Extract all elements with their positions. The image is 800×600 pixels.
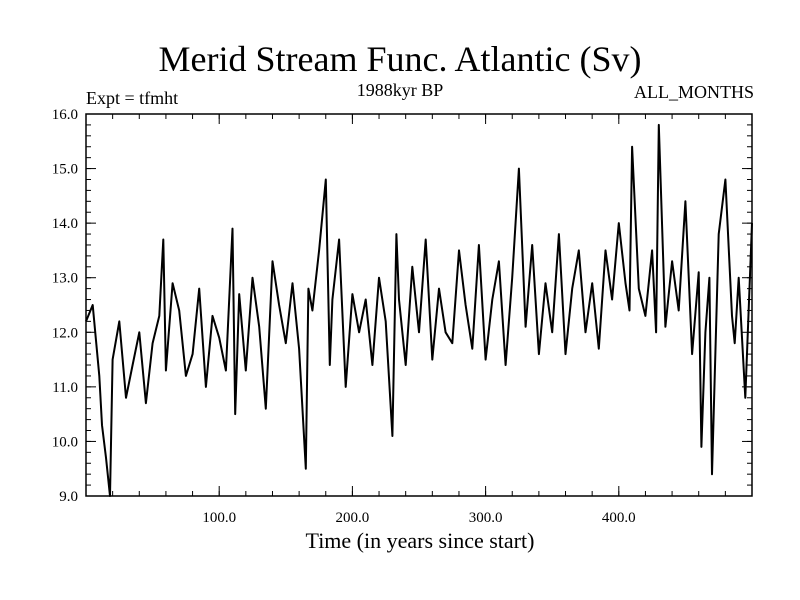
x-tick-label: 200.0 (336, 510, 370, 526)
x-axis-label: Time (in years since start) (305, 528, 535, 553)
chart-subtitle: 1988kyr BP (356, 80, 444, 100)
y-tick-label: 11.0 (52, 380, 78, 396)
y-tick-label: 14.0 (52, 216, 78, 232)
y-tick-label: 15.0 (52, 162, 78, 178)
x-tick-label: 400.0 (602, 510, 636, 526)
plot-frame (85, 113, 753, 497)
x-tick-labels: 100.0 200.0 300.0 400.0 (202, 510, 635, 526)
chart-title: Merid Stream Func. Atlantic (Sv) (158, 39, 642, 79)
y-tick-label: 10.0 (52, 434, 78, 450)
y-tick-label: 9.0 (59, 489, 78, 505)
x-tick-label: 300.0 (469, 510, 503, 526)
x-tick-label: 100.0 (202, 510, 236, 526)
y-tick-label: 13.0 (52, 271, 78, 287)
y-tick-labels: 9.0 10.0 11.0 12.0 13.0 14.0 15.0 16.0 (52, 107, 78, 505)
y-tick-label: 16.0 (52, 107, 78, 123)
y-tick-label: 12.0 (52, 325, 78, 341)
experiment-label: Expt = tfmht (86, 88, 179, 108)
axis-ticks (86, 113, 752, 497)
series-line (85, 123, 753, 497)
period-label: ALL_MONTHS (634, 82, 754, 102)
